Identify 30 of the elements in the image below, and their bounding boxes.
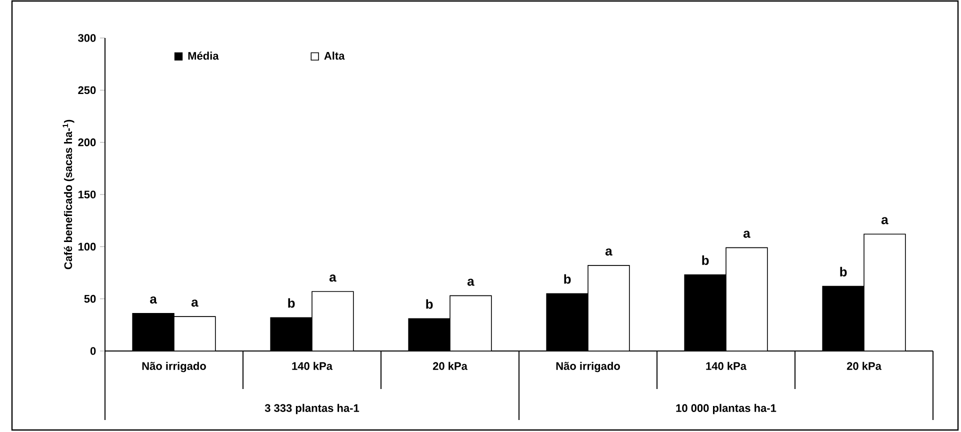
legend-label: Média	[188, 52, 219, 60]
text: 10 000 plantas ha-1	[676, 404, 776, 414]
y-tick-label: 0	[90, 347, 96, 355]
y-tick-label: 50	[84, 294, 96, 303]
data-label: b	[840, 266, 847, 276]
data-label: a	[150, 296, 157, 304]
data-label: b	[426, 299, 433, 309]
x-tick-label: Não irrigado	[142, 362, 206, 372]
data-label: a	[191, 300, 198, 307]
data-label: a	[605, 248, 612, 256]
data-label: a	[329, 274, 336, 282]
text: 3 333 plantas ha-1	[264, 404, 360, 414]
data-label: b	[288, 298, 295, 308]
x-tick-label: 140 kPa	[706, 362, 747, 370]
data-label: a	[743, 230, 750, 238]
y-tick-label: 100	[78, 242, 96, 251]
y-tick-label: 300	[78, 34, 96, 42]
x-tick-label: 20 kPa	[846, 362, 882, 370]
x-tick-label: 20 kPa	[432, 362, 468, 370]
data-label: a	[467, 278, 474, 286]
data-label: b	[702, 255, 709, 265]
x-tick-label: Não irrigado	[556, 362, 620, 372]
y-tick-label: 250	[78, 86, 96, 94]
data-label: b	[564, 274, 571, 284]
y-tick-label: 150	[78, 190, 96, 198]
legend-label: Alta	[324, 52, 345, 60]
x-tick-label: 140 kPa	[292, 362, 333, 370]
y-axis-title: Café beneficado (sacas ha-$^{1}$)	[62, 120, 74, 270]
data-label: a	[881, 217, 888, 224]
y-tick-label: 200	[78, 138, 96, 146]
